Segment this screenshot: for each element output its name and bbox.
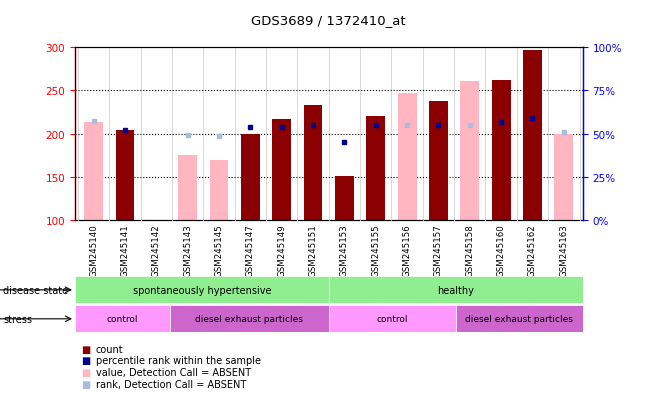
Bar [523,51,542,221]
Bar [178,156,197,221]
Bar [303,106,322,221]
Text: ■: ■ [81,379,90,389]
Text: value, Detection Call = ABSENT: value, Detection Call = ABSENT [96,367,251,377]
Text: count: count [96,344,123,354]
Bar [272,119,291,221]
Bar [398,93,417,221]
Bar [116,131,134,221]
Bar [456,306,583,332]
Text: GSM245143: GSM245143 [183,224,192,276]
Text: disease state: disease state [3,285,68,295]
Text: GDS3689 / 1372410_at: GDS3689 / 1372410_at [251,14,406,27]
Bar [335,177,354,221]
Bar [241,134,260,221]
Bar [429,102,448,221]
Text: GSM245141: GSM245141 [120,224,130,276]
Bar [329,306,456,332]
Text: GSM245149: GSM245149 [277,224,286,276]
Text: GSM245162: GSM245162 [528,224,537,276]
Text: rank, Detection Call = ABSENT: rank, Detection Call = ABSENT [96,379,246,389]
Text: GSM245156: GSM245156 [402,224,411,276]
Bar [75,306,170,332]
Text: GSM245160: GSM245160 [497,224,506,276]
Text: GSM245151: GSM245151 [309,224,318,276]
Bar [367,117,385,221]
Bar [75,277,329,304]
Text: GSM245158: GSM245158 [465,224,475,276]
Text: GSM245163: GSM245163 [559,224,568,276]
Text: GSM245153: GSM245153 [340,224,349,276]
Text: GSM245142: GSM245142 [152,224,161,276]
Text: ■: ■ [81,344,90,354]
Bar [460,82,479,221]
Bar [210,160,229,221]
Bar [555,134,574,221]
Text: control: control [376,315,408,323]
Bar [492,81,510,221]
Bar [170,306,329,332]
Text: GSM245155: GSM245155 [371,224,380,276]
Text: GSM245157: GSM245157 [434,224,443,276]
Text: ■: ■ [81,356,90,366]
Text: GSM245140: GSM245140 [89,224,98,276]
Bar [84,123,103,221]
Text: control: control [107,315,138,323]
Text: GSM245147: GSM245147 [246,224,255,276]
Text: GSM245145: GSM245145 [215,224,223,276]
Text: healthy: healthy [437,285,474,295]
Bar [329,277,583,304]
Text: diesel exhaust particles: diesel exhaust particles [465,315,573,323]
Text: percentile rank within the sample: percentile rank within the sample [96,356,260,366]
Text: stress: stress [3,314,33,324]
Text: ■: ■ [81,367,90,377]
Text: diesel exhaust particles: diesel exhaust particles [195,315,303,323]
Text: spontaneously hypertensive: spontaneously hypertensive [133,285,271,295]
